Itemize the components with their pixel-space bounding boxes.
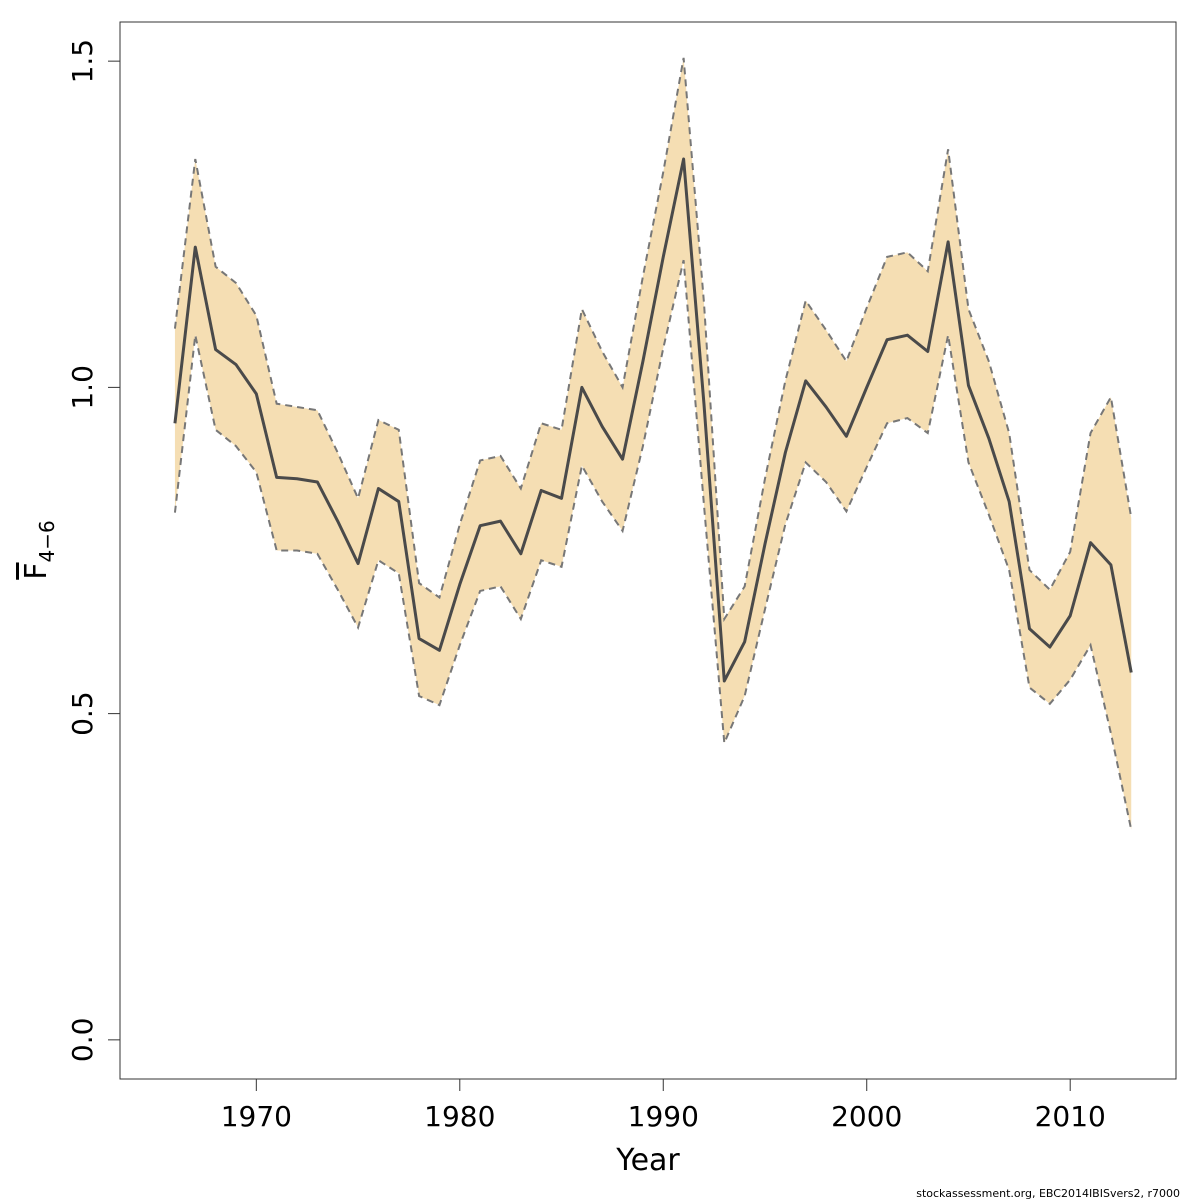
estimate-line <box>173 157 1133 683</box>
y-tick-label: 0.0 <box>66 1018 99 1063</box>
x-axis-title: Year <box>615 1143 680 1178</box>
estimate-line-group <box>173 157 1133 683</box>
svg-text:F4−6: F4−6 <box>19 520 59 579</box>
lower-bound-line <box>173 259 1133 830</box>
credit-text: stockassessment.org, EBC2014IBISvers2, r… <box>916 1187 1180 1200</box>
x-tick-label: 2010 <box>1035 1100 1106 1133</box>
y-tick-label: 1.5 <box>66 39 99 84</box>
y-axis-title-subscript: 4−6 <box>35 520 59 562</box>
x-tick-label: 1980 <box>424 1100 495 1133</box>
x-tick-label: 1990 <box>628 1100 699 1133</box>
y-tick-label: 0.5 <box>66 691 99 736</box>
confidence-band <box>174 57 1132 830</box>
y-axis-title-base: F <box>19 562 54 579</box>
y-axis: 0.0 0.5 1.0 1.5 <box>66 39 120 1062</box>
x-tick-label: 2000 <box>831 1100 902 1133</box>
confidence-band-area <box>174 57 1132 830</box>
upper-bound-line <box>173 57 1133 623</box>
y-axis-title: F4−6 <box>19 520 59 579</box>
plot-frame <box>119 21 1177 1080</box>
x-axis: 1970 1980 1990 2000 2010 <box>221 1079 1106 1133</box>
confidence-bounds <box>173 57 1133 830</box>
x-tick-label: 1970 <box>221 1100 292 1133</box>
y-tick-label: 1.0 <box>66 365 99 410</box>
